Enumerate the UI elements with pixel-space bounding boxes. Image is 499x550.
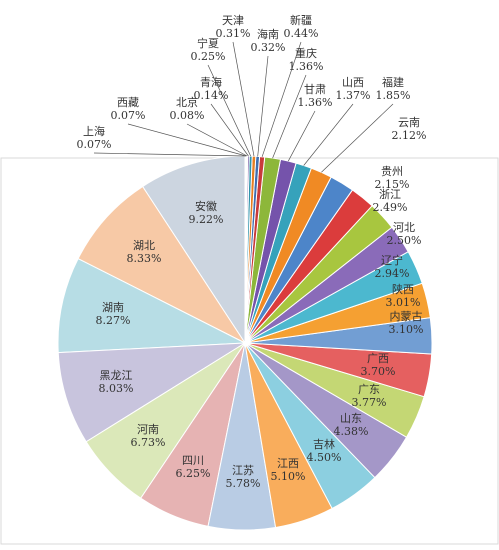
- slice-label-17: 浙江: [379, 188, 401, 201]
- slice-value-31: 0.07%: [77, 138, 112, 151]
- leader-line-20: [321, 103, 394, 173]
- slice-value-14: 3.01%: [386, 296, 421, 309]
- leader-lines-group: [93, 41, 394, 173]
- slice-value-26: 0.31%: [216, 27, 251, 40]
- slice-value-3: 8.27%: [96, 314, 131, 327]
- slice-label-20: 福建: [382, 75, 404, 89]
- slice-value-28: 0.14%: [194, 89, 229, 102]
- slice-value-22: 1.36%: [298, 96, 333, 109]
- pie-slice-3: [57, 257, 247, 354]
- pie-slice-2: [77, 185, 247, 345]
- slices-group: [57, 155, 433, 531]
- slice-value-7: 5.78%: [226, 477, 261, 490]
- pie-slice-4: [57, 342, 246, 443]
- slice-label-31: 上海: [83, 124, 105, 138]
- slice-label-8: 江西: [277, 457, 299, 470]
- slice-value-4: 8.03%: [99, 382, 134, 395]
- slice-value-13: 3.10%: [389, 323, 424, 336]
- slice-value-17: 2.49%: [373, 201, 408, 214]
- slice-value-1: 9.22%: [189, 213, 224, 226]
- slice-value-24: 0.44%: [284, 27, 319, 40]
- slice-label-24: 新疆: [290, 13, 312, 27]
- slice-value-5: 6.73%: [131, 436, 166, 449]
- slice-label-22: 甘肃: [304, 83, 326, 96]
- slice-label-5: 河南: [137, 423, 159, 436]
- slice-label-1: 安徽: [195, 199, 217, 213]
- slice-label-16: 河北: [393, 221, 415, 234]
- slice-label-11: 广东: [358, 383, 380, 396]
- slice-label-7: 江苏: [232, 464, 254, 477]
- slice-label-23: 重庆: [295, 46, 317, 60]
- leader-line-24: [261, 41, 302, 157]
- slice-label-6: 四川: [182, 454, 204, 467]
- slice-value-21: 1.37%: [336, 89, 371, 102]
- leader-line-27: [207, 64, 252, 157]
- slice-label-14: 陕西: [392, 282, 414, 296]
- slice-value-12: 3.70%: [361, 365, 396, 378]
- slice-value-29: 0.08%: [170, 109, 205, 122]
- leader-line-21: [303, 103, 354, 166]
- slice-label-30: 西藏: [117, 96, 139, 109]
- slice-value-18: 2.15%: [375, 178, 410, 191]
- leader-line-22: [287, 110, 316, 162]
- slice-value-11: 3.77%: [352, 396, 387, 409]
- slice-label-25: 海南: [257, 27, 279, 41]
- slice-value-2: 8.33%: [127, 252, 162, 265]
- slice-value-25: 0.32%: [251, 41, 286, 54]
- slice-label-18: 贵州: [381, 165, 403, 178]
- slice-value-15: 2.94%: [375, 267, 410, 280]
- slice-label-27: 宁夏: [197, 36, 219, 50]
- slice-value-30: 0.07%: [111, 109, 146, 122]
- slice-label-3: 湖南: [102, 301, 124, 314]
- slice-value-27: 0.25%: [191, 50, 226, 63]
- slice-label-15: 辽宁: [381, 253, 403, 267]
- slice-label-12: 广西: [367, 352, 389, 365]
- leader-line-31: [93, 152, 246, 157]
- slice-label-28: 青海: [200, 75, 222, 89]
- slice-label-4: 黑龙江: [100, 369, 133, 382]
- leader-line-26: [232, 41, 255, 157]
- slice-label-2: 湖北: [133, 239, 155, 252]
- slice-label-21: 山西: [342, 76, 364, 89]
- slice-label-13: 内蒙古: [390, 309, 423, 323]
- slice-value-23: 1.36%: [289, 60, 324, 73]
- slice-label-10: 山东: [340, 412, 362, 425]
- slice-label-9: 吉林: [313, 437, 335, 451]
- leader-line-28: [210, 103, 249, 157]
- slice-value-19: 2.12%: [392, 129, 427, 142]
- leader-line-29: [186, 123, 248, 157]
- slice-value-6: 6.25%: [176, 467, 211, 480]
- slice-value-16: 2.50%: [387, 234, 422, 247]
- slice-label-26: 天津: [222, 14, 244, 27]
- slice-value-20: 1.85%: [376, 89, 411, 102]
- slice-label-19: 云南: [398, 116, 420, 129]
- slice-label-29: 北京: [176, 95, 198, 109]
- leader-line-30: [127, 123, 247, 157]
- leader-line-25: [257, 55, 269, 157]
- leader-line-23: [272, 74, 307, 159]
- slice-value-9: 4.50%: [307, 451, 342, 464]
- slice-value-8: 5.10%: [271, 470, 306, 483]
- slice-value-10: 4.38%: [334, 425, 369, 438]
